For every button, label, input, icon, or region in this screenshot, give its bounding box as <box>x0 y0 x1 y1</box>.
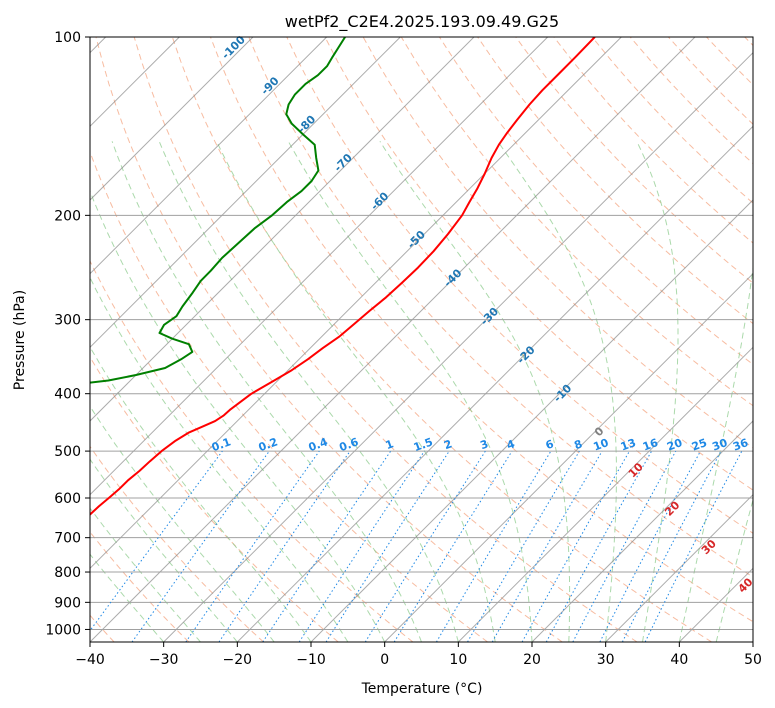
mixing-ratio-line <box>393 450 513 642</box>
y-axis-label: Pressure (hPa) <box>12 290 28 390</box>
dry-adiabat <box>90 445 264 642</box>
y-tick-label: 400 <box>54 387 81 403</box>
profile-lines <box>90 37 596 516</box>
isotherm <box>457 346 753 642</box>
chart-title: wetPf2_C2E4.2025.193.09.49.G25 <box>285 12 559 32</box>
isotherm <box>90 37 696 642</box>
y-tick-label: 300 <box>54 313 81 329</box>
background-lines <box>90 37 753 642</box>
mixing-ratio-label: 16 <box>641 436 660 454</box>
x-tick-label: 10 <box>449 652 467 668</box>
y-tick-label: 900 <box>54 595 81 611</box>
mixing-ratio-line <box>185 450 320 642</box>
dry-adiabat <box>171 37 712 642</box>
y-tick-label: 600 <box>54 491 81 507</box>
x-tick-label: −30 <box>149 652 179 668</box>
isotherm <box>90 37 475 422</box>
x-tick-label: −40 <box>75 652 105 668</box>
y-tick-label: 800 <box>54 565 81 581</box>
mixing-ratio-label: 20 <box>665 436 684 454</box>
isotherm <box>90 37 254 201</box>
dry-adiabat <box>324 37 753 491</box>
dry-adiabat <box>286 37 753 534</box>
mixing-ratio-line <box>325 450 450 642</box>
mixing-ratio-label: 6 <box>544 437 556 452</box>
x-tick-label: 20 <box>523 652 541 668</box>
y-tick-label: 500 <box>54 444 81 460</box>
y-axis: 100 200 300 400 500 600 700 800 900 1000 <box>45 30 90 638</box>
mixing-ratio-label: 8 <box>572 437 584 452</box>
x-axis: −40 −30 −20 −10 0 10 20 30 40 50 <box>75 642 762 668</box>
mixing-ratio-label: 0.6 <box>338 435 361 454</box>
mixing-ratio-label: 36 <box>731 436 750 454</box>
mixing-ratio-line <box>131 450 270 642</box>
isotherm <box>90 37 549 496</box>
mixing-ratio-label: 1 <box>384 437 396 452</box>
x-tick-label: 30 <box>597 652 615 668</box>
isotherm <box>310 199 753 642</box>
x-tick-label: 50 <box>744 652 762 668</box>
mixing-ratio-line <box>218 450 351 642</box>
mixing-ratio-line <box>644 450 743 642</box>
temperature-line <box>90 37 596 516</box>
mixing-ratio-label: 3 <box>478 437 490 452</box>
dry-adiabat <box>515 37 753 284</box>
x-tick-label: 40 <box>670 652 688 668</box>
isotherm <box>384 272 753 642</box>
isotherm <box>531 420 753 642</box>
dry-adiabat <box>90 356 339 642</box>
dewpoint-line <box>90 37 346 384</box>
x-tick-label: −20 <box>223 652 253 668</box>
mixing-ratio-label: 0.1 <box>210 435 233 454</box>
isotherm <box>90 37 401 349</box>
dry-adiabat <box>133 37 638 642</box>
dry-adiabat <box>90 259 414 642</box>
mixing-ratio-line <box>521 450 630 642</box>
mixing-ratio-label: 4 <box>505 437 517 452</box>
mixing-ratio-line <box>90 450 223 632</box>
dry-adiabat <box>210 37 753 623</box>
mixing-ratio-line <box>572 450 677 642</box>
dry-adiabat <box>248 37 753 578</box>
mixing-ratio-line <box>298 450 425 642</box>
isotherm <box>90 37 622 570</box>
mixing-ratio-line <box>262 450 392 642</box>
mixing-ratio-line <box>545 450 653 642</box>
mixing-ratio-label: 2 <box>442 437 454 452</box>
y-tick-label: 1000 <box>45 622 81 638</box>
x-tick-label: 0 <box>380 652 389 668</box>
plot-frame <box>89 36 754 643</box>
y-tick-label: 700 <box>54 531 81 547</box>
mixing-ratio-label: 0.4 <box>307 435 330 454</box>
mixing-ratio-label: 13 <box>619 436 638 453</box>
x-axis-label: Temperature (°C) <box>361 681 483 697</box>
x-tick-label: −10 <box>296 652 326 668</box>
mixing-ratio-label: 10 <box>592 436 611 454</box>
y-tick-label: 200 <box>54 208 81 224</box>
isotherm <box>163 51 753 642</box>
mixing-ratio-label: 0.2 <box>257 435 280 454</box>
mixing-ratio-label: 30 <box>710 436 729 454</box>
mixing-ratio-label: 25 <box>690 436 709 453</box>
isotherm <box>605 493 753 642</box>
isotherm <box>236 125 753 642</box>
y-tick-label: 100 <box>54 30 81 46</box>
isotherm <box>90 37 328 275</box>
mixing-ratio-label: 1.5 <box>412 435 435 454</box>
